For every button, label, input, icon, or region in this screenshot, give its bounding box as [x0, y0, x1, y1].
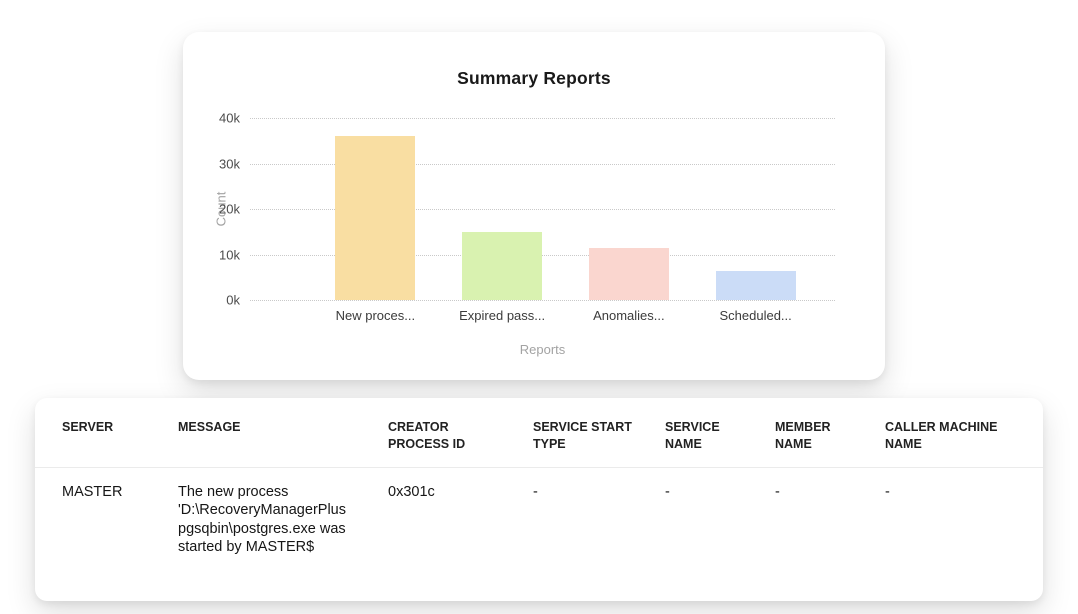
column-header: SERVICE NAME [665, 398, 775, 468]
bar-slot [692, 118, 819, 300]
y-axis-tick-label: 20k [219, 201, 240, 217]
column-header: CALLER MACHINE NAME [885, 398, 1043, 468]
bar-3[interactable] [588, 247, 669, 300]
events-table: SERVER MESSAGE CREATOR PROCESS ID SERVICE S… [35, 398, 1043, 567]
y-axis-tick-label: 30k [219, 156, 240, 171]
table-header: SERVER MESSAGE CREATOR PROCESS ID SERVICE S… [35, 398, 1043, 468]
bar-1[interactable] [335, 136, 416, 300]
x-axis-categories: New proces... Expired pass... Anomalies...… [250, 308, 835, 323]
table-row[interactable]: MASTER The new process 'D:\RecoveryManage… [35, 467, 1043, 567]
x-category-label: Anomalies... [593, 308, 665, 323]
x-category-label: Expired pass... [459, 308, 546, 323]
gridline [250, 163, 835, 165]
events-table-card: SERVER MESSAGE CREATOR PROCESS ID SERVICE S… [35, 398, 1043, 601]
x-category-label: Scheduled... [719, 308, 792, 323]
y-axis-ticks: 40k 30k 20k 10k 0k [183, 111, 245, 308]
y-axis-tick-label: 40k [219, 110, 240, 126]
gridline [250, 254, 835, 256]
table-cell: MASTER [62, 483, 123, 500]
column-header: SERVICE START TYPE [533, 398, 665, 468]
x-category-label: New proces... [335, 308, 416, 323]
chart-title: Summary Reports [457, 68, 611, 88]
table-cell: - [533, 483, 538, 500]
table-cell: - [775, 483, 780, 500]
table-body: MASTER The new process 'D:\RecoveryManage… [35, 467, 1043, 567]
table-header-row: SERVER MESSAGE CREATOR PROCESS ID SERVICE S… [35, 398, 1043, 468]
column-header: SERVER [35, 398, 178, 468]
bar-4[interactable] [715, 271, 796, 300]
table-cell: - [665, 483, 670, 500]
bar-series [250, 118, 835, 300]
bar-slot [439, 118, 566, 300]
bar-slot [566, 118, 693, 300]
column-header: MEMBER NAME [775, 398, 885, 468]
bar-slot [312, 118, 439, 300]
table-cell: - [885, 483, 890, 500]
y-axis-tick-label: 0k [226, 292, 240, 308]
table-cell: The new process 'D:\RecoveryManagerPlusp… [178, 483, 346, 556]
x-axis-label: Reports [519, 342, 566, 357]
gridline [250, 209, 835, 210]
column-header: MESSAGE [178, 398, 388, 468]
bar-2[interactable] [462, 231, 543, 300]
gridline [250, 118, 835, 119]
gridline [250, 300, 835, 301]
plot-area [250, 118, 835, 301]
column-header: CREATOR PROCESS ID [388, 398, 533, 468]
table-cell: 0x301c [388, 483, 435, 500]
summary-reports-card: Summary Reports Count 40k 30k 20k 10k 0k New… [183, 32, 885, 380]
y-axis-tick-label: 10k [219, 247, 240, 262]
